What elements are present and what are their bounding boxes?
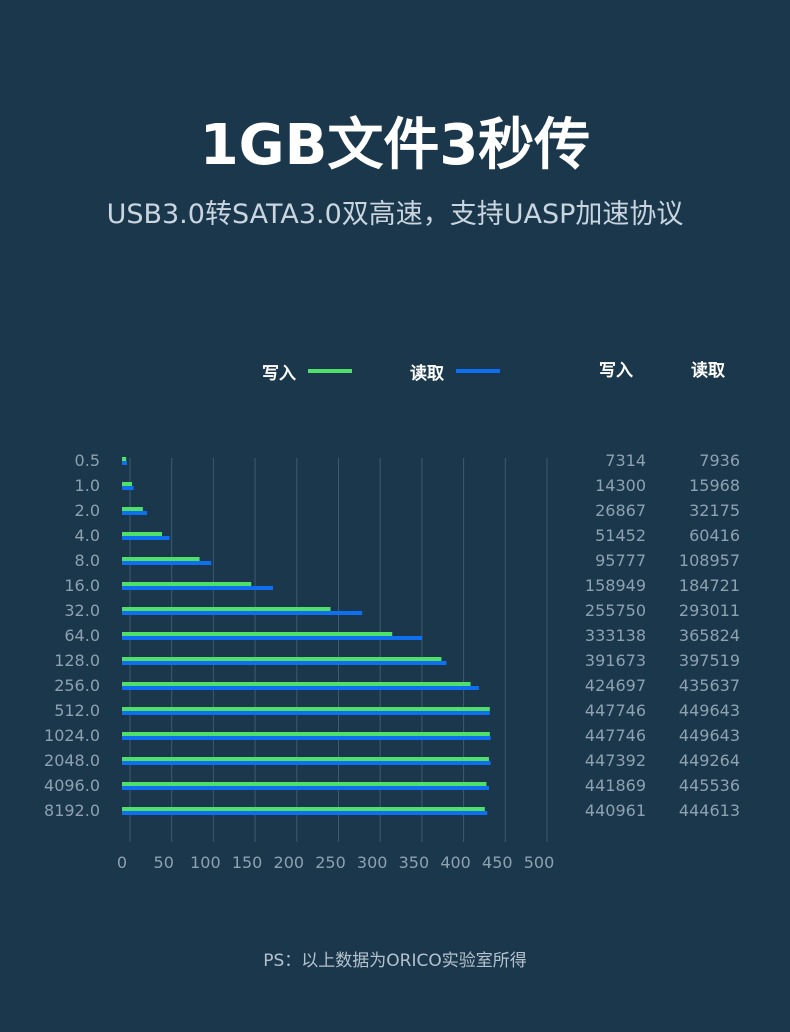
bar-chart: 0 50 100 150 200 250 300 350 400 450 500 0.5 7314 793… xyxy=(44,451,740,872)
table-cell-read: 108957 xyxy=(679,551,740,570)
table-cell-write: 441869 xyxy=(585,776,646,795)
table-cell-read: 32175 xyxy=(689,501,740,520)
category-label: 2048.0 xyxy=(44,751,100,770)
page-title: 1GB文件3秒传 xyxy=(199,113,591,178)
table-cell-read: 445536 xyxy=(679,776,740,795)
footnote: PS：以上数据为ORICO实验室所得 xyxy=(263,951,527,971)
bar-read xyxy=(122,586,273,590)
bar-read xyxy=(122,561,212,565)
table-cell-write: 14300 xyxy=(595,476,646,495)
category-label: 4096.0 xyxy=(44,776,100,795)
x-tick-label: 300 xyxy=(357,853,388,872)
table-cell-write: 447746 xyxy=(585,726,646,745)
category-label: 16.0 xyxy=(64,576,100,595)
bar-read xyxy=(122,761,491,765)
bar-read xyxy=(122,736,491,740)
table-cell-write: 333138 xyxy=(585,626,646,645)
table-cell-read: 449643 xyxy=(679,701,740,720)
bar-write xyxy=(122,807,485,811)
category-label: 0.5 xyxy=(75,451,100,470)
table-cell-read: 449643 xyxy=(679,726,740,745)
table-cell-write: 51452 xyxy=(595,526,646,545)
bar-read xyxy=(122,536,170,540)
bar-write xyxy=(122,532,163,536)
bar-read xyxy=(122,811,488,815)
bar-write xyxy=(122,482,133,486)
table-cell-write: 447392 xyxy=(585,751,646,770)
table-header-write: 写入 xyxy=(599,361,633,381)
bar-write xyxy=(122,632,393,636)
category-label: 64.0 xyxy=(64,626,100,645)
table-cell-read: 293011 xyxy=(679,601,740,620)
x-tick-label: 50 xyxy=(154,853,174,872)
bar-read xyxy=(122,661,447,665)
category-label: 4.0 xyxy=(75,526,100,545)
table-cell-read: 60416 xyxy=(689,526,740,545)
x-tick-label: 100 xyxy=(190,853,221,872)
bar-write xyxy=(122,682,471,686)
table-cell-read: 444613 xyxy=(679,801,740,820)
table-cell-write: 95777 xyxy=(595,551,646,570)
bar-write xyxy=(122,732,490,736)
table-cell-write: 391673 xyxy=(585,651,646,670)
bar-write xyxy=(122,582,252,586)
bar-write xyxy=(122,657,442,661)
x-tick-label: 450 xyxy=(482,853,513,872)
bar-read xyxy=(122,486,134,490)
table-cell-read: 365824 xyxy=(679,626,740,645)
table-cell-write: 440961 xyxy=(585,801,646,820)
x-tick-label: 400 xyxy=(440,853,471,872)
legend-write: 写入 xyxy=(262,358,352,384)
legend-write-label: 写入 xyxy=(262,363,296,384)
bar-read xyxy=(122,611,363,615)
category-label: 8.0 xyxy=(75,551,100,570)
legend-write-swatch xyxy=(308,369,352,373)
legend-read-label: 读取 xyxy=(410,363,444,384)
table-cell-write: 158949 xyxy=(585,576,646,595)
bar-write xyxy=(122,557,200,561)
table-cell-write: 424697 xyxy=(585,676,646,695)
bar-write xyxy=(122,457,127,461)
legend-read-swatch xyxy=(456,369,500,373)
table-cell-write: 7314 xyxy=(605,451,646,470)
category-label: 512.0 xyxy=(54,701,100,720)
bar-write xyxy=(122,707,490,711)
table-cell-read: 397519 xyxy=(679,651,740,670)
category-label: 1024.0 xyxy=(44,726,100,745)
table-cell-read: 15968 xyxy=(689,476,740,495)
category-label: 256.0 xyxy=(54,676,100,695)
bar-read xyxy=(122,786,489,790)
table-cell-write: 447746 xyxy=(585,701,646,720)
category-label: 32.0 xyxy=(64,601,100,620)
category-label: 1.0 xyxy=(75,476,100,495)
table-cell-read: 449264 xyxy=(679,751,740,770)
bar-write xyxy=(122,507,143,511)
table-cell-write: 26867 xyxy=(595,501,646,520)
x-tick-label: 350 xyxy=(399,853,430,872)
legend-read: 读取 xyxy=(410,358,500,384)
bar-write xyxy=(122,607,331,611)
x-tick-label: 150 xyxy=(232,853,263,872)
table-cell-write: 255750 xyxy=(585,601,646,620)
bar-read xyxy=(122,511,148,515)
page-subtitle: USB3.0转SATA3.0双高速，支持UASP加速协议 xyxy=(106,199,684,230)
bar-read xyxy=(122,686,479,690)
category-label: 8192.0 xyxy=(44,801,100,820)
bar-read xyxy=(122,461,128,465)
table-cell-read: 7936 xyxy=(699,451,740,470)
x-tick-label: 200 xyxy=(274,853,305,872)
bar-write xyxy=(122,782,487,786)
bar-read xyxy=(122,711,490,715)
table-cell-read: 435637 xyxy=(679,676,740,695)
category-label: 2.0 xyxy=(75,501,100,520)
bar-write xyxy=(122,757,489,761)
table-header-read: 读取 xyxy=(691,361,725,381)
x-tick-label: 0 xyxy=(117,853,127,872)
x-tick-label: 500 xyxy=(524,853,555,872)
bar-read xyxy=(122,636,423,640)
x-tick-label: 250 xyxy=(315,853,346,872)
table-cell-read: 184721 xyxy=(679,576,740,595)
category-label: 128.0 xyxy=(54,651,100,670)
